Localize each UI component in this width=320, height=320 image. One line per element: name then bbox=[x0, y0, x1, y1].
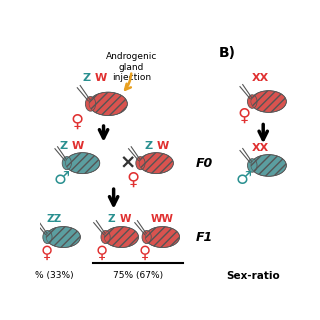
Text: Sex-ratio: Sex-ratio bbox=[226, 271, 280, 281]
Text: ♀: ♀ bbox=[71, 113, 84, 131]
Ellipse shape bbox=[101, 230, 110, 244]
Ellipse shape bbox=[145, 227, 180, 248]
Ellipse shape bbox=[62, 156, 71, 170]
Text: ♀: ♀ bbox=[237, 106, 250, 124]
Ellipse shape bbox=[46, 227, 80, 248]
Text: ♀: ♀ bbox=[96, 244, 108, 261]
Text: WW: WW bbox=[151, 214, 174, 224]
Ellipse shape bbox=[104, 227, 139, 248]
Text: Z: Z bbox=[108, 214, 115, 224]
Text: W: W bbox=[120, 214, 131, 224]
Text: XX: XX bbox=[252, 73, 269, 84]
Ellipse shape bbox=[247, 95, 257, 108]
Text: ♂: ♂ bbox=[54, 170, 70, 188]
Text: ♂: ♂ bbox=[236, 170, 252, 188]
Text: W: W bbox=[72, 141, 84, 151]
Text: F0: F0 bbox=[196, 156, 213, 170]
Ellipse shape bbox=[142, 230, 151, 244]
Text: W: W bbox=[95, 73, 107, 84]
Text: Z: Z bbox=[144, 141, 152, 151]
Text: XX: XX bbox=[252, 143, 269, 153]
Text: Androgenic
gland
injection: Androgenic gland injection bbox=[106, 52, 157, 82]
Text: ♀: ♀ bbox=[40, 244, 52, 261]
Text: % (33%): % (33%) bbox=[35, 271, 73, 280]
Ellipse shape bbox=[247, 159, 257, 172]
Text: Z: Z bbox=[82, 73, 90, 84]
Text: ZZ: ZZ bbox=[46, 214, 61, 224]
Ellipse shape bbox=[136, 156, 145, 170]
Ellipse shape bbox=[43, 230, 52, 244]
Text: ♀: ♀ bbox=[139, 244, 151, 261]
Text: B): B) bbox=[218, 46, 235, 60]
Ellipse shape bbox=[251, 155, 286, 176]
Ellipse shape bbox=[89, 92, 127, 116]
Text: Z: Z bbox=[59, 141, 67, 151]
Ellipse shape bbox=[85, 97, 96, 111]
Text: ×: × bbox=[119, 154, 136, 172]
Text: W: W bbox=[157, 141, 169, 151]
Text: F1: F1 bbox=[196, 230, 213, 244]
Ellipse shape bbox=[66, 153, 100, 174]
Text: 75% (67%): 75% (67%) bbox=[113, 271, 164, 280]
Ellipse shape bbox=[139, 153, 173, 174]
Ellipse shape bbox=[251, 91, 286, 112]
Text: ♀: ♀ bbox=[126, 170, 140, 188]
